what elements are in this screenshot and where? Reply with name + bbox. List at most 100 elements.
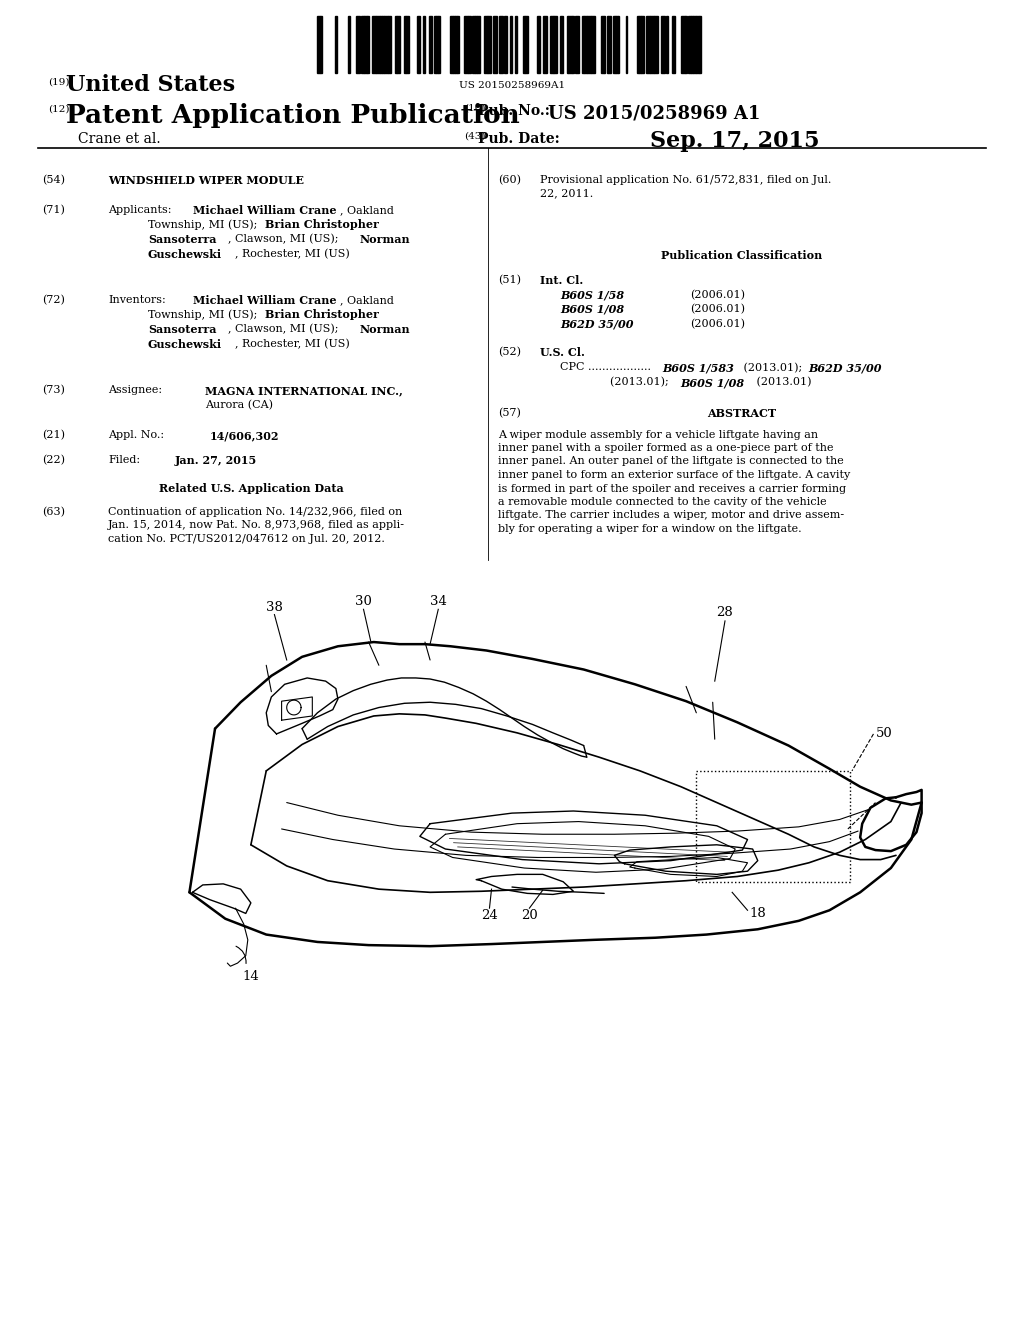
Text: Patent Application Publication: Patent Application Publication <box>66 103 520 128</box>
Text: Michael William Crane: Michael William Crane <box>193 205 337 216</box>
Text: (2006.01): (2006.01) <box>690 318 745 329</box>
Text: , Oakland: , Oakland <box>340 294 394 305</box>
Text: (72): (72) <box>42 294 65 305</box>
Text: 28: 28 <box>717 606 733 619</box>
Text: (2006.01): (2006.01) <box>690 304 745 314</box>
Bar <box>336 16 337 73</box>
Text: 50: 50 <box>876 727 892 741</box>
Bar <box>691 16 693 73</box>
Bar <box>494 16 498 73</box>
Text: a removable module connected to the cavity of the vehicle: a removable module connected to the cavi… <box>498 498 826 507</box>
Bar <box>505 16 507 73</box>
Text: 34: 34 <box>430 595 446 609</box>
Text: (52): (52) <box>498 347 521 358</box>
Bar <box>356 16 360 73</box>
Text: Inventors:: Inventors: <box>108 294 166 305</box>
Text: (63): (63) <box>42 507 65 517</box>
Text: B62D 35/00: B62D 35/00 <box>560 318 634 330</box>
Bar <box>585 16 587 73</box>
Text: 30: 30 <box>355 595 372 609</box>
Text: (2006.01): (2006.01) <box>690 289 745 300</box>
Bar <box>488 16 490 73</box>
Text: Guschewski: Guschewski <box>148 248 222 260</box>
Bar <box>587 16 591 73</box>
Bar <box>660 16 665 73</box>
Bar <box>377 16 381 73</box>
Bar <box>429 16 432 73</box>
Bar <box>382 16 384 73</box>
Text: Norman: Norman <box>360 323 411 335</box>
Bar <box>567 16 568 73</box>
Text: Publication Classification: Publication Classification <box>662 249 822 261</box>
Text: CPC ..................: CPC .................. <box>560 363 654 372</box>
Bar <box>560 16 563 73</box>
Text: inner panel with a spoiler formed as a one-piece part of the: inner panel with a spoiler formed as a o… <box>498 444 834 453</box>
Bar <box>626 16 628 73</box>
Bar <box>418 16 421 73</box>
Text: Filed:: Filed: <box>108 455 140 465</box>
Bar <box>646 16 650 73</box>
Bar <box>553 16 554 73</box>
Text: Jan. 15, 2014, now Pat. No. 8,973,968, filed as appli-: Jan. 15, 2014, now Pat. No. 8,973,968, f… <box>108 520 406 531</box>
Text: (12): (12) <box>48 106 70 114</box>
Text: inner panel to form an exterior surface of the liftgate. A cavity: inner panel to form an exterior surface … <box>498 470 850 480</box>
Bar <box>436 16 438 73</box>
Text: A wiper module assembly for a vehicle liftgate having an: A wiper module assembly for a vehicle li… <box>498 429 818 440</box>
Bar <box>403 16 407 73</box>
Text: is formed in part of the spoiler and receives a carrier forming: is formed in part of the spoiler and rec… <box>498 483 846 494</box>
Text: (2013.01);: (2013.01); <box>740 363 806 372</box>
Bar <box>510 16 512 73</box>
Bar <box>575 16 580 73</box>
Text: (22): (22) <box>42 455 65 466</box>
Text: Township, MI (US);: Township, MI (US); <box>148 309 261 319</box>
Text: MAGNA INTERNATIONAL INC.,: MAGNA INTERNATIONAL INC., <box>205 385 402 396</box>
Bar <box>582 16 585 73</box>
Text: , Clawson, MI (US);: , Clawson, MI (US); <box>228 323 342 334</box>
Text: (57): (57) <box>498 408 521 418</box>
Bar <box>407 16 409 73</box>
Bar <box>477 16 480 73</box>
Bar <box>397 16 400 73</box>
Bar <box>455 16 458 73</box>
Text: ABSTRACT: ABSTRACT <box>708 408 776 418</box>
Text: Related U.S. Application Data: Related U.S. Application Data <box>159 483 343 494</box>
Text: Sansoterra: Sansoterra <box>148 234 216 246</box>
Text: Guschewski: Guschewski <box>148 338 222 350</box>
Text: 18: 18 <box>750 907 766 920</box>
Bar <box>434 16 436 73</box>
Text: cation No. PCT/US2012/047612 on Jul. 20, 2012.: cation No. PCT/US2012/047612 on Jul. 20,… <box>108 535 385 544</box>
Text: bly for operating a wiper for a window on the liftgate.: bly for operating a wiper for a window o… <box>498 524 802 535</box>
Bar <box>696 16 699 73</box>
Text: Brian Christopher: Brian Christopher <box>265 309 379 321</box>
Bar <box>484 16 487 73</box>
Text: Aurora (CA): Aurora (CA) <box>205 400 273 409</box>
Bar <box>499 16 503 73</box>
Bar <box>458 16 459 73</box>
Bar <box>361 16 365 73</box>
Bar <box>568 16 572 73</box>
Text: Provisional application No. 61/572,831, filed on Jul.: Provisional application No. 61/572,831, … <box>540 176 831 185</box>
Text: (60): (60) <box>498 176 521 185</box>
Text: Township, MI (US);: Township, MI (US); <box>148 219 261 230</box>
Bar <box>464 16 468 73</box>
Bar <box>639 16 641 73</box>
Text: (2013.01): (2013.01) <box>753 378 811 387</box>
Bar <box>367 16 370 73</box>
Text: B60S 1/58: B60S 1/58 <box>560 289 624 301</box>
Bar <box>604 16 605 73</box>
Text: , Oakland: , Oakland <box>340 205 394 215</box>
Text: Sansoterra: Sansoterra <box>148 323 216 335</box>
Bar <box>608 16 611 73</box>
Bar <box>438 16 440 73</box>
Bar <box>523 16 525 73</box>
Bar <box>550 16 553 73</box>
Text: Jan. 27, 2015: Jan. 27, 2015 <box>175 455 257 466</box>
Bar <box>468 16 471 73</box>
Text: 22, 2011.: 22, 2011. <box>540 189 593 198</box>
Bar <box>615 16 616 73</box>
Text: (10): (10) <box>464 104 485 114</box>
Text: U.S. Cl.: U.S. Cl. <box>540 347 585 358</box>
Text: 14: 14 <box>243 970 259 983</box>
Text: Assignee:: Assignee: <box>108 385 162 395</box>
Bar <box>699 16 701 73</box>
